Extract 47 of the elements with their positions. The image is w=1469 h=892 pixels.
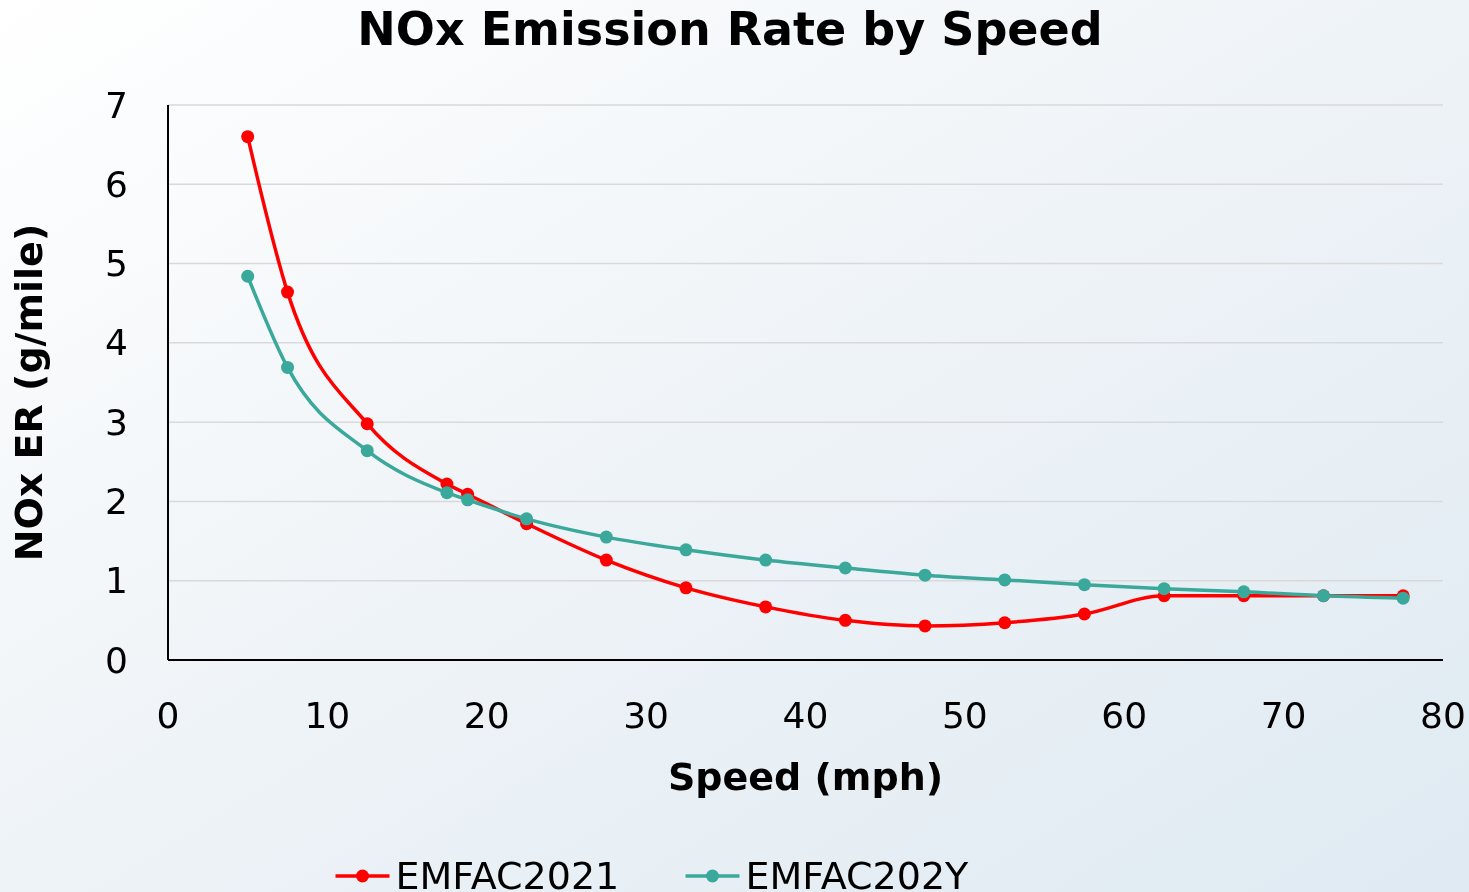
x-tick-label: 80 [1420, 695, 1466, 736]
y-tick-label: 4 [105, 322, 128, 364]
point [918, 619, 932, 633]
x-axis-title: Speed (mph) [667, 755, 944, 799]
y-tick-label: 3 [105, 401, 128, 443]
chart-title: NOx Emission Rate by Speed [357, 2, 1103, 56]
point [1237, 585, 1251, 599]
point [1077, 578, 1091, 592]
x-tick-label: 0 [156, 695, 180, 736]
legend-label: EMFAC202Y [745, 854, 970, 892]
point [599, 553, 613, 567]
legend-label: EMFAC2021 [395, 854, 620, 892]
y-tick-label: 7 [105, 84, 128, 126]
point [679, 581, 693, 595]
x-tick-label: 40 [782, 695, 829, 736]
point [1077, 607, 1091, 621]
point [440, 486, 454, 500]
point [241, 130, 255, 144]
x-tick-label: 60 [1101, 695, 1148, 736]
point [360, 444, 374, 458]
y-axis-title: NOx ER (g/mile) [7, 223, 51, 562]
point [998, 616, 1012, 630]
point [759, 553, 773, 567]
y-tick-label: 5 [105, 243, 128, 285]
point [281, 285, 295, 299]
point [1157, 582, 1171, 596]
x-tick-label: 50 [941, 695, 988, 736]
point [838, 613, 852, 627]
y-tick-label: 6 [105, 163, 128, 205]
point [599, 530, 613, 544]
x-tick-label: 30 [623, 695, 670, 736]
point [838, 561, 852, 575]
x-tick-label: 20 [463, 695, 510, 736]
point [679, 543, 693, 557]
y-tick-label: 0 [105, 639, 128, 681]
x-tick-label: 70 [1260, 695, 1307, 736]
point [360, 417, 374, 431]
y-tick-label: 1 [105, 560, 128, 602]
point [918, 568, 932, 582]
point [759, 600, 773, 614]
y-tick-label: 2 [105, 481, 128, 523]
point [241, 269, 255, 283]
point [461, 493, 475, 507]
point [998, 573, 1012, 587]
point [281, 360, 295, 374]
x-tick-label: 10 [304, 695, 351, 736]
point [520, 512, 534, 526]
